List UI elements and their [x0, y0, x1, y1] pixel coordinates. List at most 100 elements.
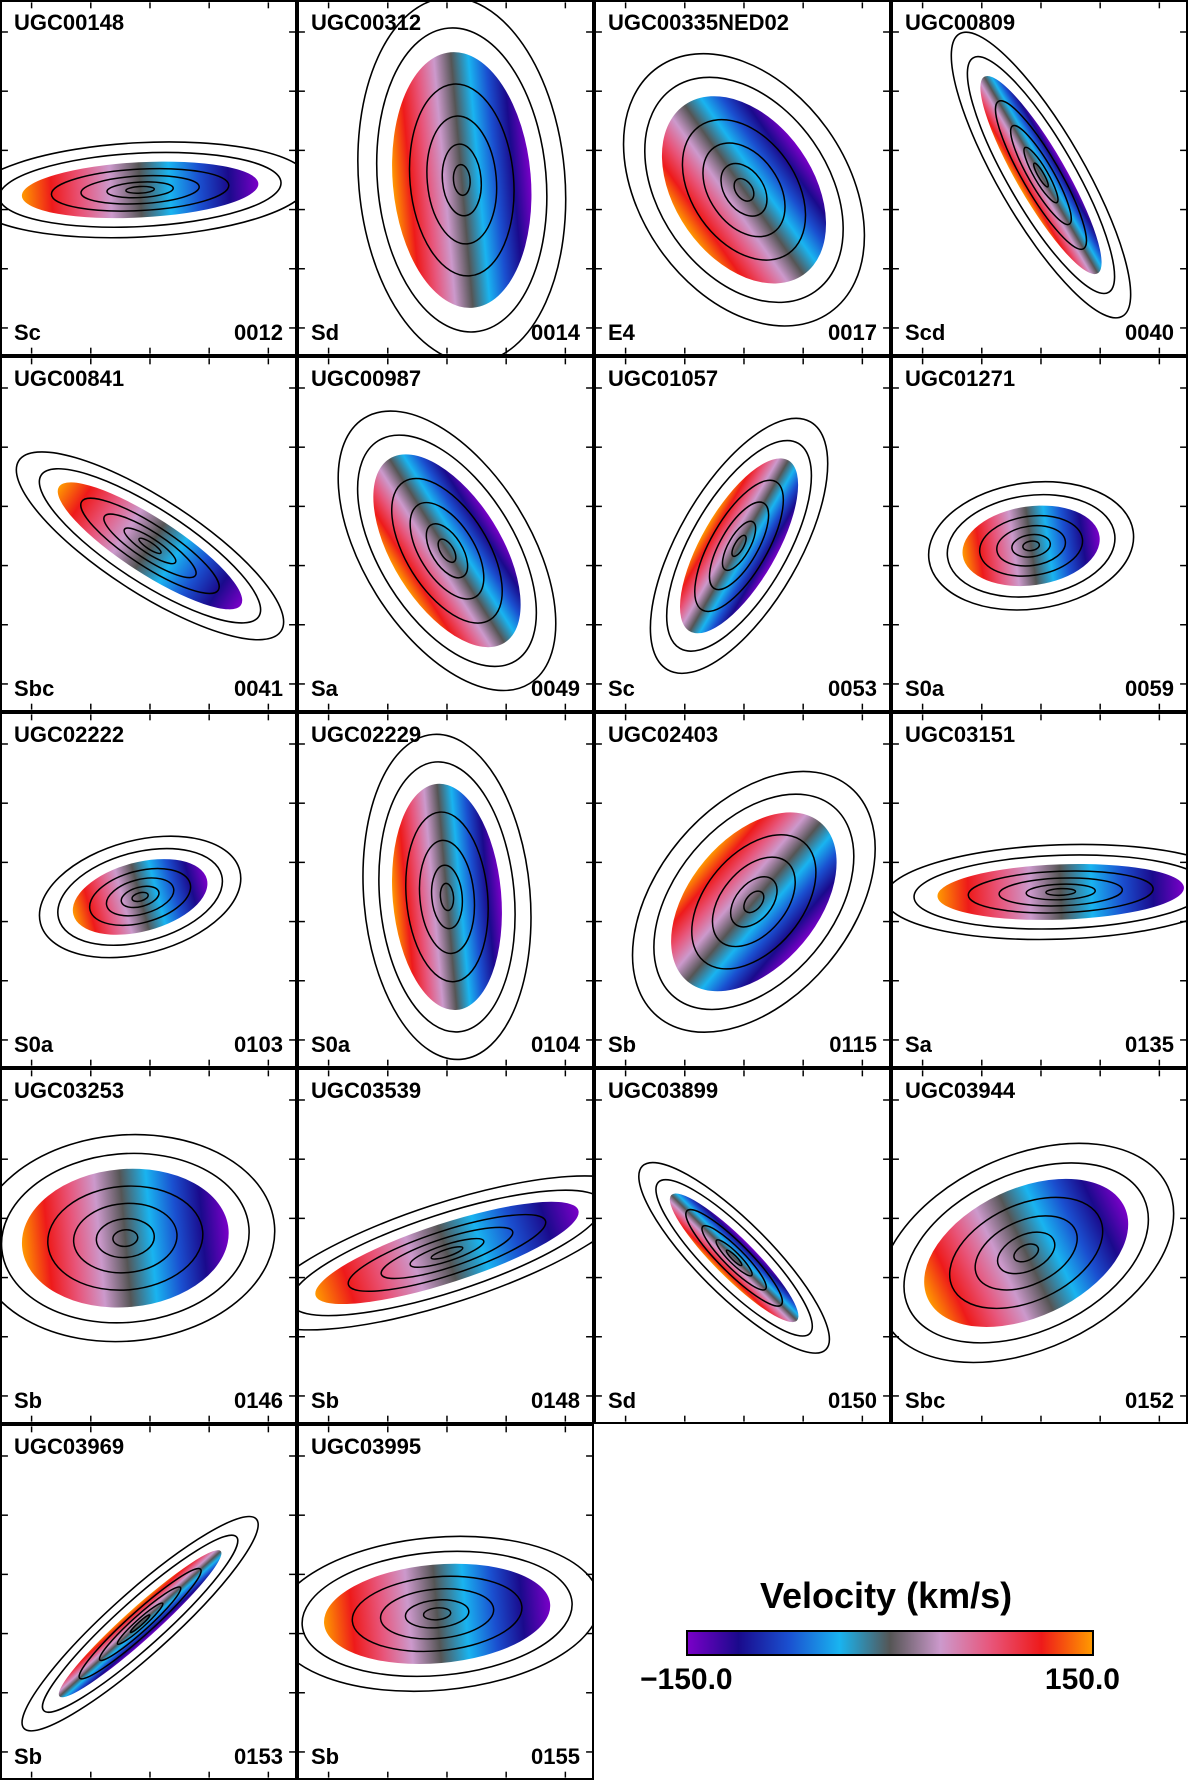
- plate-id: 0153: [234, 1744, 283, 1769]
- galaxy-panel: UGC03539 Sb 0148: [297, 1068, 594, 1424]
- velocity-map: [299, 1426, 592, 1778]
- plate-id: 0104: [531, 1032, 580, 1057]
- galaxy-name: UGC00312: [311, 10, 422, 35]
- galaxy-name: UGC03899: [608, 1078, 719, 1103]
- galaxy-panel: UGC03944 Sbc 0152: [891, 1068, 1188, 1424]
- galaxy-name: UGC02403: [608, 722, 719, 747]
- morphology-type: Sbc: [905, 1388, 946, 1413]
- velocity-map: [299, 358, 592, 710]
- galaxy-panel: UGC03995 Sb 0155: [297, 1424, 594, 1780]
- galaxy-name: UGC00841: [14, 366, 125, 391]
- galaxy-name: UGC03253: [14, 1078, 125, 1103]
- morphology-type: E4: [608, 320, 635, 345]
- velocity-field: [392, 783, 502, 1011]
- galaxy-name: UGC00987: [311, 366, 422, 391]
- galaxy-panel: UGC02403 Sb 0115: [594, 712, 891, 1068]
- morphology-type: S0a: [14, 1032, 54, 1057]
- velocity-map: [2, 1426, 295, 1778]
- velocity-map: [299, 714, 592, 1066]
- legend-min-label: −150.0: [640, 1663, 733, 1696]
- plate-id: 0049: [531, 676, 580, 701]
- legend-max-label: 150.0: [1044, 1663, 1120, 1696]
- plate-id: 0150: [828, 1388, 877, 1413]
- velocity-field: [21, 161, 259, 219]
- morphology-type: Sd: [608, 1388, 637, 1413]
- galaxy-panel: UGC00335NED02 E4 0017: [594, 0, 891, 356]
- velocity-map: [299, 2, 592, 354]
- morphology-type: Sb: [311, 1388, 340, 1413]
- morphology-type: Sd: [311, 320, 340, 345]
- plate-id: 0012: [234, 320, 283, 345]
- velocity-field: [937, 864, 1184, 920]
- galaxy-panel: UGC03253 Sb 0146: [0, 1068, 297, 1424]
- galaxy-panel: UGC03899 Sd 0150: [594, 1068, 891, 1424]
- velocity-field: [679, 458, 799, 634]
- morphology-type: Sa: [905, 1032, 932, 1057]
- morphology-type: Scd: [905, 320, 946, 345]
- galaxy-panel: UGC00809 Scd 0040: [891, 0, 1188, 356]
- morphology-type: Sb: [311, 1744, 340, 1769]
- morphology-type: Sb: [14, 1744, 43, 1769]
- plate-id: 0017: [828, 320, 877, 345]
- plate-id: 0103: [234, 1032, 283, 1057]
- velocity-legend: Velocity (km/s) −150.0 150.0: [640, 1575, 1120, 1705]
- plate-id: 0041: [234, 676, 283, 701]
- galaxy-name: UGC03944: [905, 1078, 1016, 1103]
- plate-id: 0152: [1125, 1388, 1174, 1413]
- galaxy-panel: UGC02222 S0a 0103: [0, 712, 297, 1068]
- galaxy-name: UGC00335NED02: [608, 10, 789, 35]
- galaxy-panel: UGC00312 Sd 0014: [297, 0, 594, 356]
- velocity-field: [980, 76, 1102, 275]
- velocity-map: [596, 358, 889, 710]
- velocity-field: [924, 1178, 1129, 1327]
- velocity-field: [392, 52, 532, 308]
- velocity-field: [72, 859, 208, 935]
- galaxy-panel: UGC00841 Sbc 0041: [0, 356, 297, 712]
- galaxy-name: UGC03995: [311, 1434, 422, 1459]
- velocity-field: [58, 1550, 222, 1698]
- galaxy-panel: UGC00987 Sa 0049: [297, 356, 594, 712]
- plate-id: 0115: [829, 1032, 877, 1057]
- velocity-map: [596, 2, 889, 354]
- plate-id: 0146: [234, 1388, 283, 1413]
- plate-id: 0040: [1125, 320, 1174, 345]
- galaxy-name: UGC03539: [311, 1078, 422, 1103]
- velocity-map: [2, 2, 295, 354]
- plate-id: 0014: [531, 320, 580, 345]
- plate-id: 0148: [531, 1388, 580, 1413]
- morphology-type: Sc: [14, 320, 41, 345]
- galaxy-panel: UGC01271 S0a 0059: [891, 356, 1188, 712]
- galaxy-panel: UGC03969 Sb 0153: [0, 1424, 297, 1780]
- velocity-map: [299, 1070, 592, 1422]
- velocity-map: [2, 714, 295, 1066]
- velocity-map: [893, 2, 1186, 354]
- galaxy-name: UGC00148: [14, 10, 125, 35]
- galaxy-name: UGC02229: [311, 722, 422, 747]
- legend-colorbar: [686, 1630, 1094, 1656]
- galaxy-name: UGC02222: [14, 722, 125, 747]
- morphology-type: Sbc: [14, 676, 55, 701]
- legend-title: Velocity (km/s): [760, 1575, 1013, 1616]
- morphology-type: S0a: [311, 1032, 351, 1057]
- velocity-field: [661, 96, 827, 284]
- velocity-field: [21, 1168, 229, 1308]
- galaxy-panel: UGC02229 S0a 0104: [297, 712, 594, 1068]
- velocity-map: [2, 358, 295, 710]
- galaxy-panel: UGC01057 Sc 0053: [594, 356, 891, 712]
- morphology-type: Sa: [311, 676, 338, 701]
- velocity-field: [671, 812, 837, 992]
- velocity-field: [57, 482, 243, 610]
- velocity-map: [893, 358, 1186, 710]
- velocity-field: [373, 454, 521, 648]
- galaxy-name: UGC03151: [905, 722, 1016, 747]
- velocity-map: [893, 1070, 1186, 1422]
- morphology-type: Sb: [608, 1032, 637, 1057]
- velocity-field: [669, 1193, 799, 1323]
- velocity-map: [2, 1070, 295, 1422]
- velocity-map: [893, 714, 1186, 1066]
- velocity-field: [315, 1201, 579, 1305]
- galaxy-name: UGC01057: [608, 366, 719, 391]
- velocity-map: [596, 714, 889, 1066]
- galaxy-panel: UGC00148 Sc 0012: [0, 0, 297, 356]
